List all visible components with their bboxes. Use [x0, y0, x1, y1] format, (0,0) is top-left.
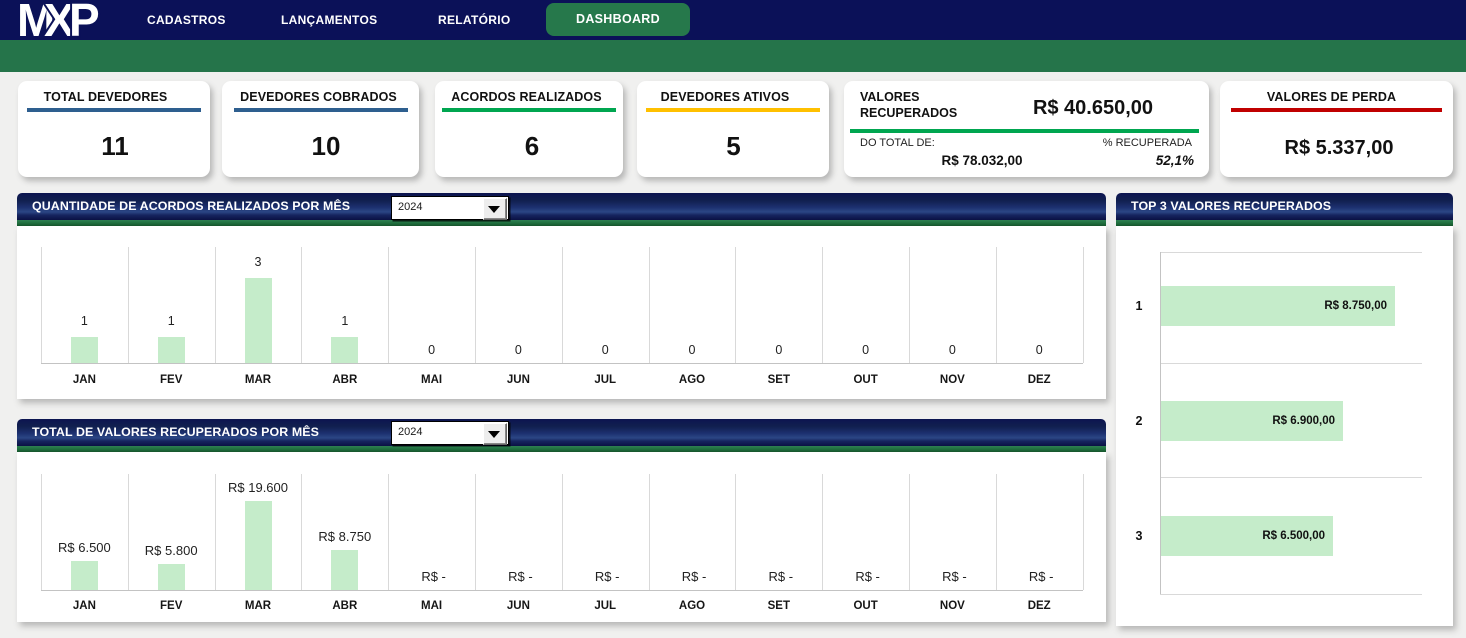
svg-text:M: M	[17, 1, 55, 39]
svg-text:P: P	[69, 1, 100, 39]
svg-text:X: X	[44, 1, 75, 39]
